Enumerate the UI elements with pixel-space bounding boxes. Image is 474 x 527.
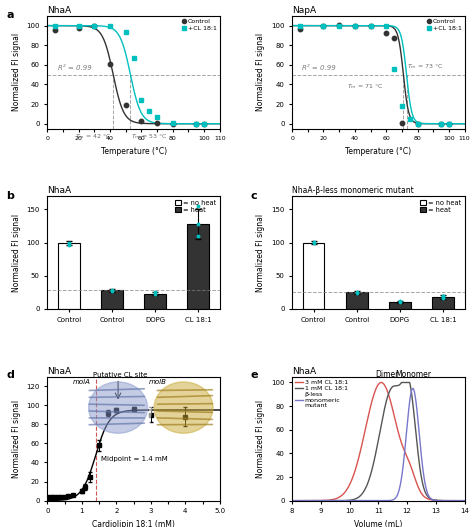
Text: NhaA-β-less monomeric mutant: NhaA-β-less monomeric mutant (292, 187, 414, 196)
1 mM CL 18:1 (289, 497, 295, 504)
Y-axis label: Normalized FI signal: Normalized FI signal (12, 213, 21, 291)
Legend: Control, +CL 18:1: Control, +CL 18:1 (183, 19, 217, 31)
Text: d: d (6, 370, 14, 380)
3 mM CL 18:1 (365, 414, 371, 420)
Text: Dimer: Dimer (375, 370, 399, 379)
Line: β-less
monomeric
mutant: β-less monomeric mutant (292, 388, 465, 501)
3 mM CL 18:1 (359, 442, 365, 448)
1 mM CL 18:1 (307, 497, 312, 504)
Text: Monomer: Monomer (395, 370, 431, 379)
β-less
monomeric
mutant (365, 497, 371, 504)
3 mM CL 18:1 (462, 497, 467, 504)
Text: molA: molA (73, 379, 91, 385)
Text: c: c (251, 191, 257, 201)
Bar (101, 290, 123, 309)
Text: Midpoint = 1.4 mM: Midpoint = 1.4 mM (101, 455, 168, 462)
Bar (145, 294, 166, 309)
Text: NhaA: NhaA (47, 6, 72, 15)
Y-axis label: Normalized FI signal: Normalized FI signal (256, 213, 265, 291)
3 mM CL 18:1 (307, 497, 312, 504)
1 mM CL 18:1 (365, 479, 371, 485)
Y-axis label: Normalized FI signal: Normalized FI signal (12, 399, 21, 477)
Legend: 3 mM CL 18:1, 1 mM CL 18:1, β-less
monomeric
mutant: 3 mM CL 18:1, 1 mM CL 18:1, β-less monom… (295, 380, 348, 408)
Line: 3 mM CL 18:1: 3 mM CL 18:1 (292, 383, 465, 501)
Y-axis label: Normalized FI signal: Normalized FI signal (12, 33, 21, 111)
Legend: = no heat, = heat: = no heat, = heat (175, 200, 217, 213)
1 mM CL 18:1 (408, 385, 413, 391)
Text: e: e (251, 370, 258, 380)
Legend: = no heat, = heat: = no heat, = heat (420, 200, 461, 213)
β-less
monomeric
mutant (289, 497, 295, 504)
3 mM CL 18:1 (408, 463, 413, 469)
3 mM CL 18:1 (378, 379, 384, 386)
Bar (432, 297, 454, 309)
Text: $T_m$ = 73 °C: $T_m$ = 73 °C (407, 62, 444, 71)
Text: R² = 0.99: R² = 0.99 (302, 65, 336, 71)
1 mM CL 18:1 (462, 497, 467, 504)
β-less
monomeric
mutant (408, 393, 413, 399)
Text: NapA: NapA (292, 6, 316, 15)
β-less
monomeric
mutant (307, 497, 312, 504)
3 mM CL 18:1 (424, 495, 429, 502)
Text: NhaA: NhaA (47, 367, 72, 376)
β-less
monomeric
mutant (424, 487, 429, 494)
Text: a: a (6, 10, 14, 20)
β-less
monomeric
mutant (359, 497, 365, 504)
Text: molB: molB (149, 379, 167, 385)
β-less
monomeric
mutant (410, 385, 416, 392)
X-axis label: Cardiolipin 18:1 (mM): Cardiolipin 18:1 (mM) (92, 520, 175, 527)
Legend: Control, +CL 18:1: Control, +CL 18:1 (428, 19, 461, 31)
β-less
monomeric
mutant (427, 494, 433, 501)
Text: $T_m$ = 53 °C: $T_m$ = 53 °C (131, 132, 168, 141)
Bar (187, 224, 209, 309)
Y-axis label: Normalized FI signal: Normalized FI signal (256, 33, 265, 111)
Line: 1 mM CL 18:1: 1 mM CL 18:1 (292, 383, 465, 501)
Text: $T_m$ = 71 °C: $T_m$ = 71 °C (347, 82, 383, 91)
X-axis label: Temperature (°C): Temperature (°C) (345, 147, 411, 156)
X-axis label: Volume (mL): Volume (mL) (354, 520, 402, 527)
Text: R² = 0.99: R² = 0.99 (58, 65, 91, 71)
Text: b: b (6, 191, 14, 201)
1 mM CL 18:1 (427, 495, 433, 502)
Y-axis label: Normalized FI signal: Normalized FI signal (256, 399, 265, 477)
3 mM CL 18:1 (289, 497, 295, 504)
1 mM CL 18:1 (359, 491, 365, 497)
Text: Putative CL site: Putative CL site (92, 372, 147, 377)
Bar (303, 242, 325, 309)
1 mM CL 18:1 (399, 379, 404, 386)
Text: NhaA: NhaA (47, 187, 72, 196)
Text: NhaA: NhaA (292, 367, 316, 376)
X-axis label: Temperature (°C): Temperature (°C) (100, 147, 167, 156)
Bar (389, 301, 410, 309)
3 mM CL 18:1 (427, 496, 433, 503)
Bar (58, 242, 80, 309)
1 mM CL 18:1 (424, 492, 429, 498)
Text: $T_m$ = 42 °C: $T_m$ = 42 °C (75, 132, 112, 141)
β-less
monomeric
mutant (462, 497, 467, 504)
Bar (346, 292, 367, 309)
